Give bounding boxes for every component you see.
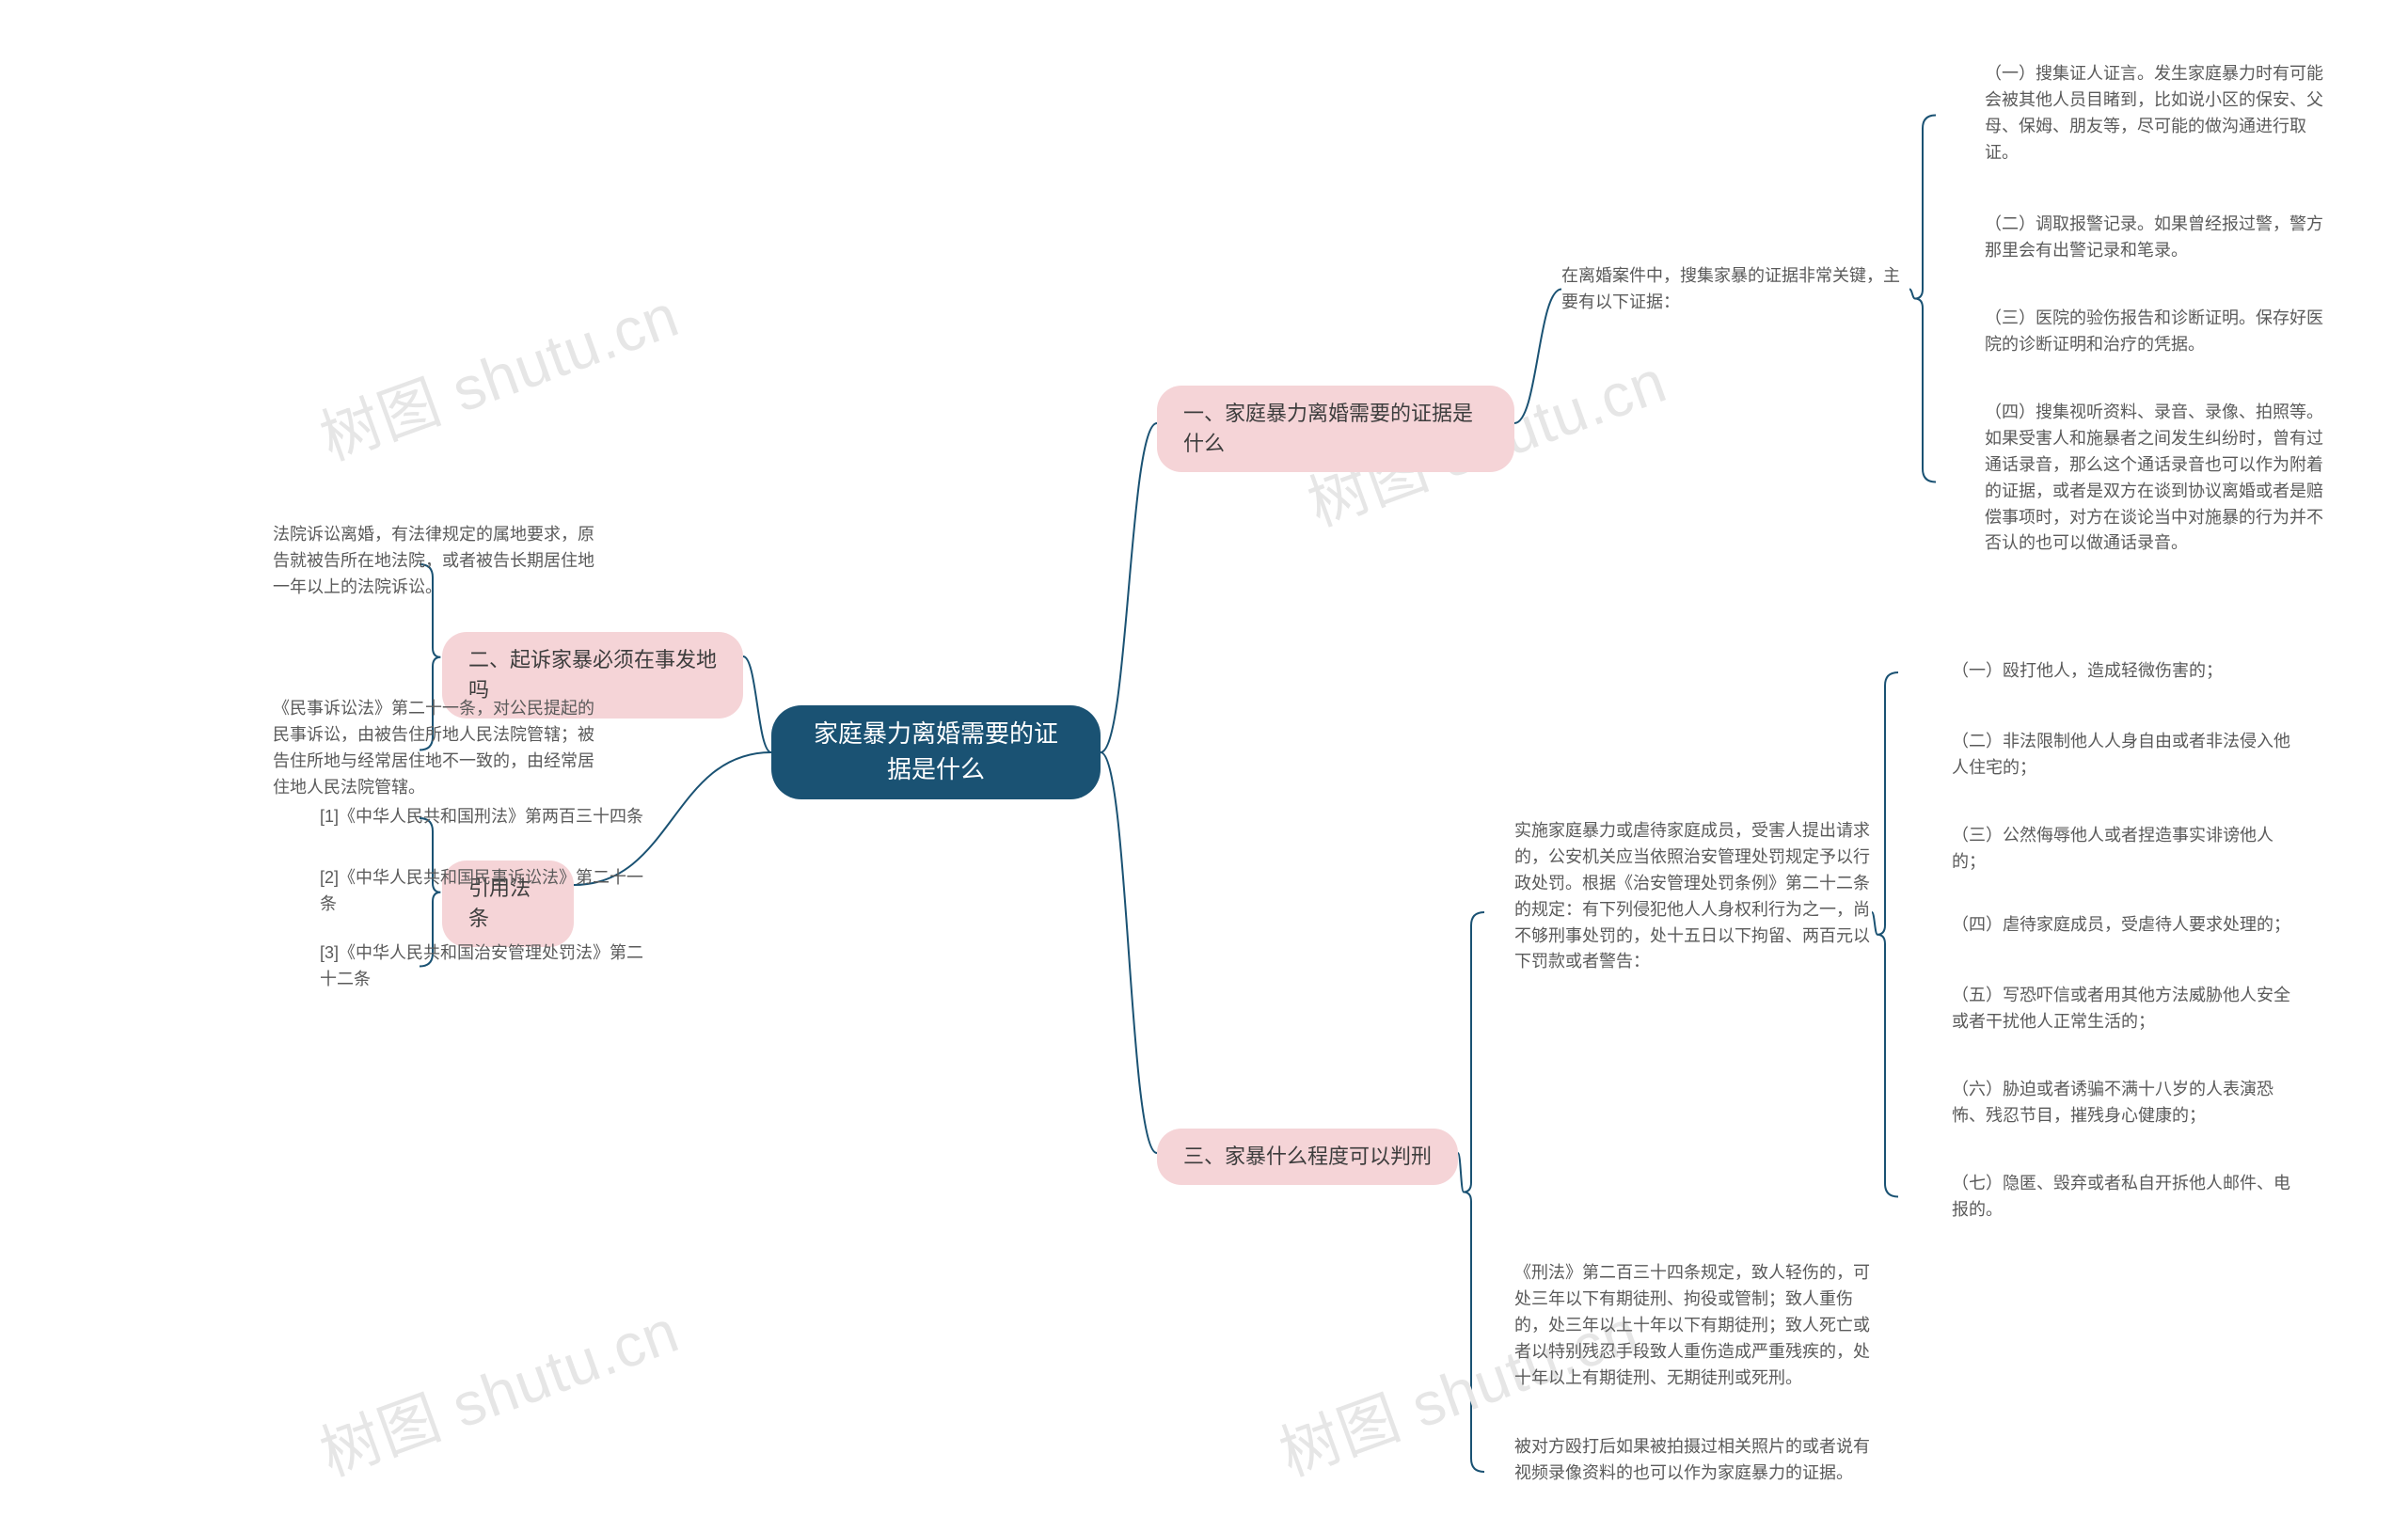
mindmap-canvas: 树图 shutu.cn树图 shutu.cn树图 shutu.cn树图 shut… [0, 0, 2408, 1516]
leaf-r2: [2]《中华人民共和国民事诉讼法》第二十一条 [320, 865, 658, 918]
leaf-b1c1l2: （二）调取报警记录。如果曾经报过警，警方那里会有出警记录和笔录。 [1985, 212, 2333, 264]
leaf-b1c1: 在离婚案件中，搜集家暴的证据非常关键，主要有以下证据： [1561, 263, 1909, 316]
leaf-b1c1l3: （三）医院的验伤报告和诊断证明。保存好医院的诊断证明和治疗的凭据。 [1985, 306, 2333, 358]
leaf-b2l1: 法院诉讼离婚，有法律规定的属地要求，原告就被告所在地法院，或者被告长期居住地一年… [273, 522, 607, 601]
leaf-b3c1l2: （二）非法限制他人人身自由或者非法侵入他人住宅的； [1952, 729, 2300, 782]
leaf-b3c1l1: （一）殴打他人，造成轻微伤害的； [1952, 658, 2300, 685]
leaf-b3c1l3: （三）公然侮辱他人或者捏造事实诽谤他人的； [1952, 823, 2300, 876]
leaf-b3c1l7: （七）隐匿、毁弃或者私自开拆他人邮件、电报的。 [1952, 1171, 2300, 1224]
leaf-b1c1l4: （四）搜集视听资料、录音、录像、拍照等。如果受害人和施暴者之间发生纠纷时，曾有过… [1985, 400, 2333, 557]
branch-b1[interactable]: 一、家庭暴力离婚需要的证据是什么 [1157, 386, 1514, 472]
branch-b3[interactable]: 三、家暴什么程度可以判刑 [1157, 1129, 1458, 1185]
leaf-b2l2: 《民事诉讼法》第二十一条，对公民提起的民事诉讼，由被告住所地人民法院管辖；被告住… [273, 696, 607, 801]
leaf-r3: [3]《中华人民共和国治安管理处罚法》第二十二条 [320, 940, 658, 993]
watermark-0: 树图 shutu.cn [307, 268, 689, 478]
leaf-b3c1l5: （五）写恐吓信或者用其他方法威胁他人安全或者干扰他人正常生活的； [1952, 983, 2300, 1035]
watermark-2: 树图 shutu.cn [307, 1284, 689, 1493]
leaf-b3c3: 被对方殴打后如果被拍摄过相关照片的或者说有视频录像资料的也可以作为家庭暴力的证据… [1514, 1434, 1872, 1487]
leaf-b3c1l4: （四）虐待家庭成员，受虐待人要求处理的； [1952, 912, 2300, 939]
leaf-b3c1l6: （六）胁迫或者诱骗不满十八岁的人表演恐怖、残忍节目，摧残身心健康的； [1952, 1077, 2300, 1129]
leaf-b1c1l1: （一）搜集证人证言。发生家庭暴力时有可能会被其他人员目睹到，比如说小区的保安、父… [1985, 61, 2333, 166]
leaf-b3c1: 实施家庭暴力或虐待家庭成员，受害人提出请求的，公安机关应当依照治安管理处罚规定予… [1514, 818, 1872, 975]
root-node[interactable]: 家庭暴力离婚需要的证据是什么 [771, 705, 1101, 799]
leaf-r1: [1]《中华人民共和国刑法》第两百三十四条 [320, 804, 654, 830]
leaf-b3c2: 《刑法》第二百三十四条规定，致人轻伤的，可处三年以下有期徒刑、拘役或管制；致人重… [1514, 1260, 1872, 1391]
